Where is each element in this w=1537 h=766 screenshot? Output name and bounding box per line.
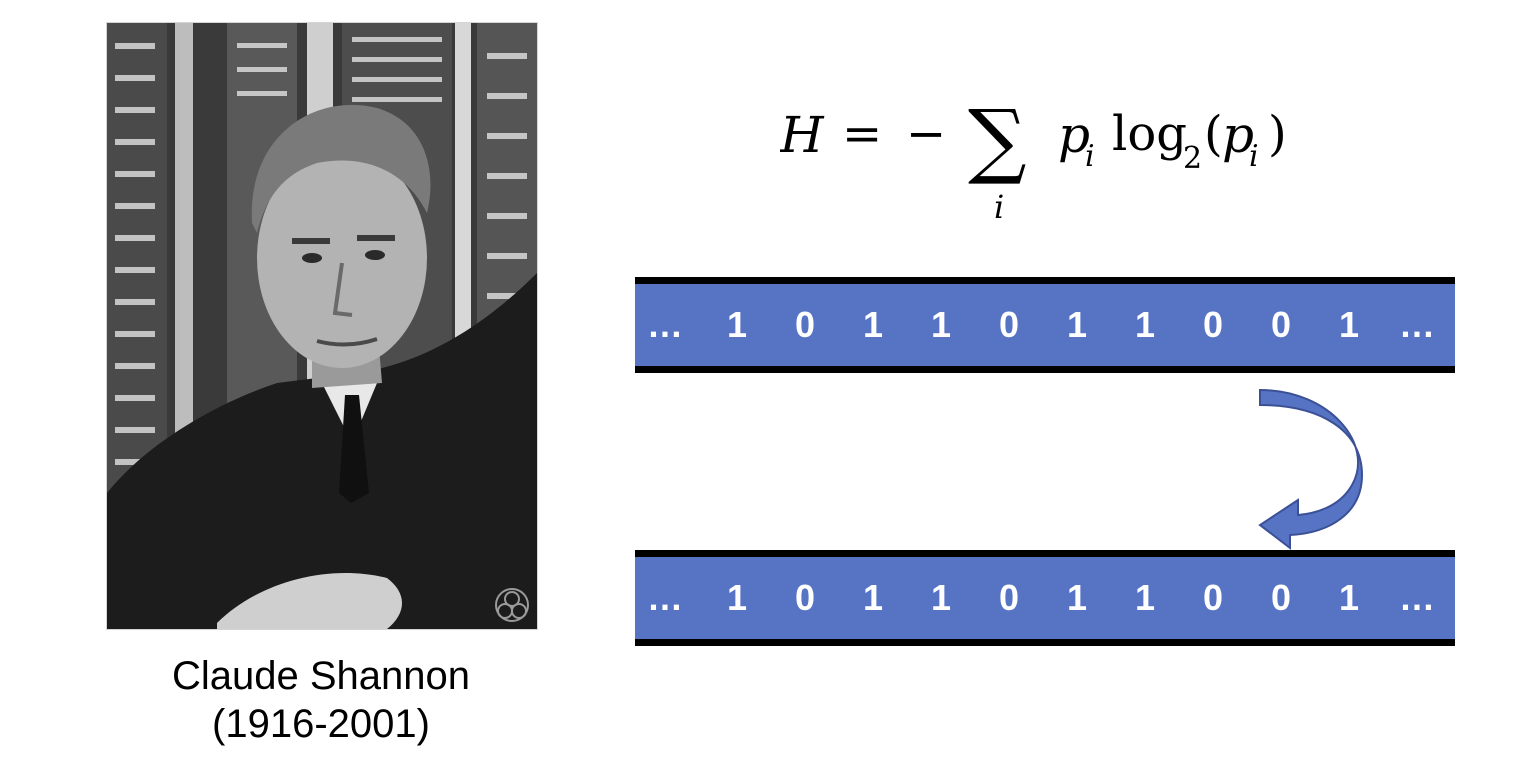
bit-token: 0 bbox=[998, 304, 1020, 345]
strip-bottom-border bbox=[635, 639, 1455, 646]
bit-token: 1 bbox=[726, 304, 748, 345]
bit-token: 1 bbox=[1066, 577, 1088, 618]
bit-row: … 1 0 1 1 0 1 1 0 0 1 … bbox=[635, 557, 1455, 639]
portrait-caption: Claude Shannon (1916-2001) bbox=[106, 652, 536, 748]
claude-shannon-portrait bbox=[106, 22, 538, 630]
strip-fill bbox=[635, 557, 1455, 639]
bit-strip-bottom: … 1 0 1 1 0 1 1 0 0 1 … bbox=[635, 550, 1455, 646]
formula-equals: = bbox=[842, 106, 882, 162]
bit-token: 0 bbox=[794, 577, 816, 618]
strip-top-border bbox=[635, 550, 1455, 557]
bit-token: 0 bbox=[1270, 577, 1292, 618]
strip-top-border bbox=[635, 277, 1455, 284]
formula-p-inner: p bbox=[1222, 106, 1254, 164]
bit-token: 0 bbox=[1270, 304, 1292, 345]
bit-token: 1 bbox=[862, 577, 884, 618]
formula-paren-open: ( bbox=[1204, 106, 1223, 162]
curved-arrow-svg bbox=[1258, 388, 1364, 551]
bit-token: 0 bbox=[998, 577, 1020, 618]
formula-minus: − bbox=[906, 106, 946, 162]
formula-sum-index: i bbox=[994, 188, 1004, 226]
curved-down-left-arrow-icon bbox=[1250, 385, 1370, 551]
bit-token: 1 bbox=[1134, 577, 1156, 618]
ellipsis-token: … bbox=[1399, 304, 1435, 345]
bit-token: 0 bbox=[794, 304, 816, 345]
bit-token: 1 bbox=[1066, 304, 1088, 345]
formula-log-base: 2 bbox=[1183, 141, 1202, 176]
formula-p-sub: i bbox=[1085, 139, 1095, 174]
ellipsis-token: … bbox=[1399, 577, 1435, 618]
formula-p-inner-sub: i bbox=[1249, 139, 1259, 174]
formula-paren-close: ) bbox=[1268, 106, 1287, 162]
bit-token: 1 bbox=[1338, 304, 1360, 345]
formula-p: p bbox=[1058, 106, 1090, 164]
ellipsis-token: … bbox=[647, 304, 683, 345]
trefoil-logo-icon bbox=[495, 588, 529, 622]
caption-years: (1916-2001) bbox=[212, 702, 430, 746]
formula-sum: ∑ bbox=[968, 93, 1027, 188]
entropy-formula-svg: H = − ∑ i p i log 2 ( p i ) bbox=[780, 93, 1287, 226]
bit-token: 1 bbox=[1134, 304, 1156, 345]
bit-token: 1 bbox=[1338, 577, 1360, 618]
bit-row: … 1 0 1 1 0 1 1 0 0 1 … bbox=[635, 284, 1455, 366]
ellipsis-token: … bbox=[647, 577, 683, 618]
entropy-formula: H = − ∑ i p i log 2 ( p i ) bbox=[780, 90, 1320, 230]
portrait-illustration bbox=[107, 23, 537, 629]
formula-lhs: H bbox=[780, 106, 825, 164]
strip-bottom-border bbox=[635, 366, 1455, 373]
formula-log: log bbox=[1112, 106, 1187, 162]
caption-name: Claude Shannon bbox=[171, 654, 471, 698]
bit-token: 1 bbox=[930, 304, 952, 345]
bit-token: 0 bbox=[1202, 304, 1224, 345]
bit-token: 0 bbox=[1202, 577, 1224, 618]
curved-arrow-shape bbox=[1258, 388, 1364, 551]
strip-fill bbox=[635, 284, 1455, 366]
bit-token: 1 bbox=[862, 304, 884, 345]
bit-strip-top: … 1 0 1 1 0 1 1 0 0 1 … bbox=[635, 277, 1455, 373]
bit-token: 1 bbox=[930, 577, 952, 618]
bit-token: 1 bbox=[726, 577, 748, 618]
